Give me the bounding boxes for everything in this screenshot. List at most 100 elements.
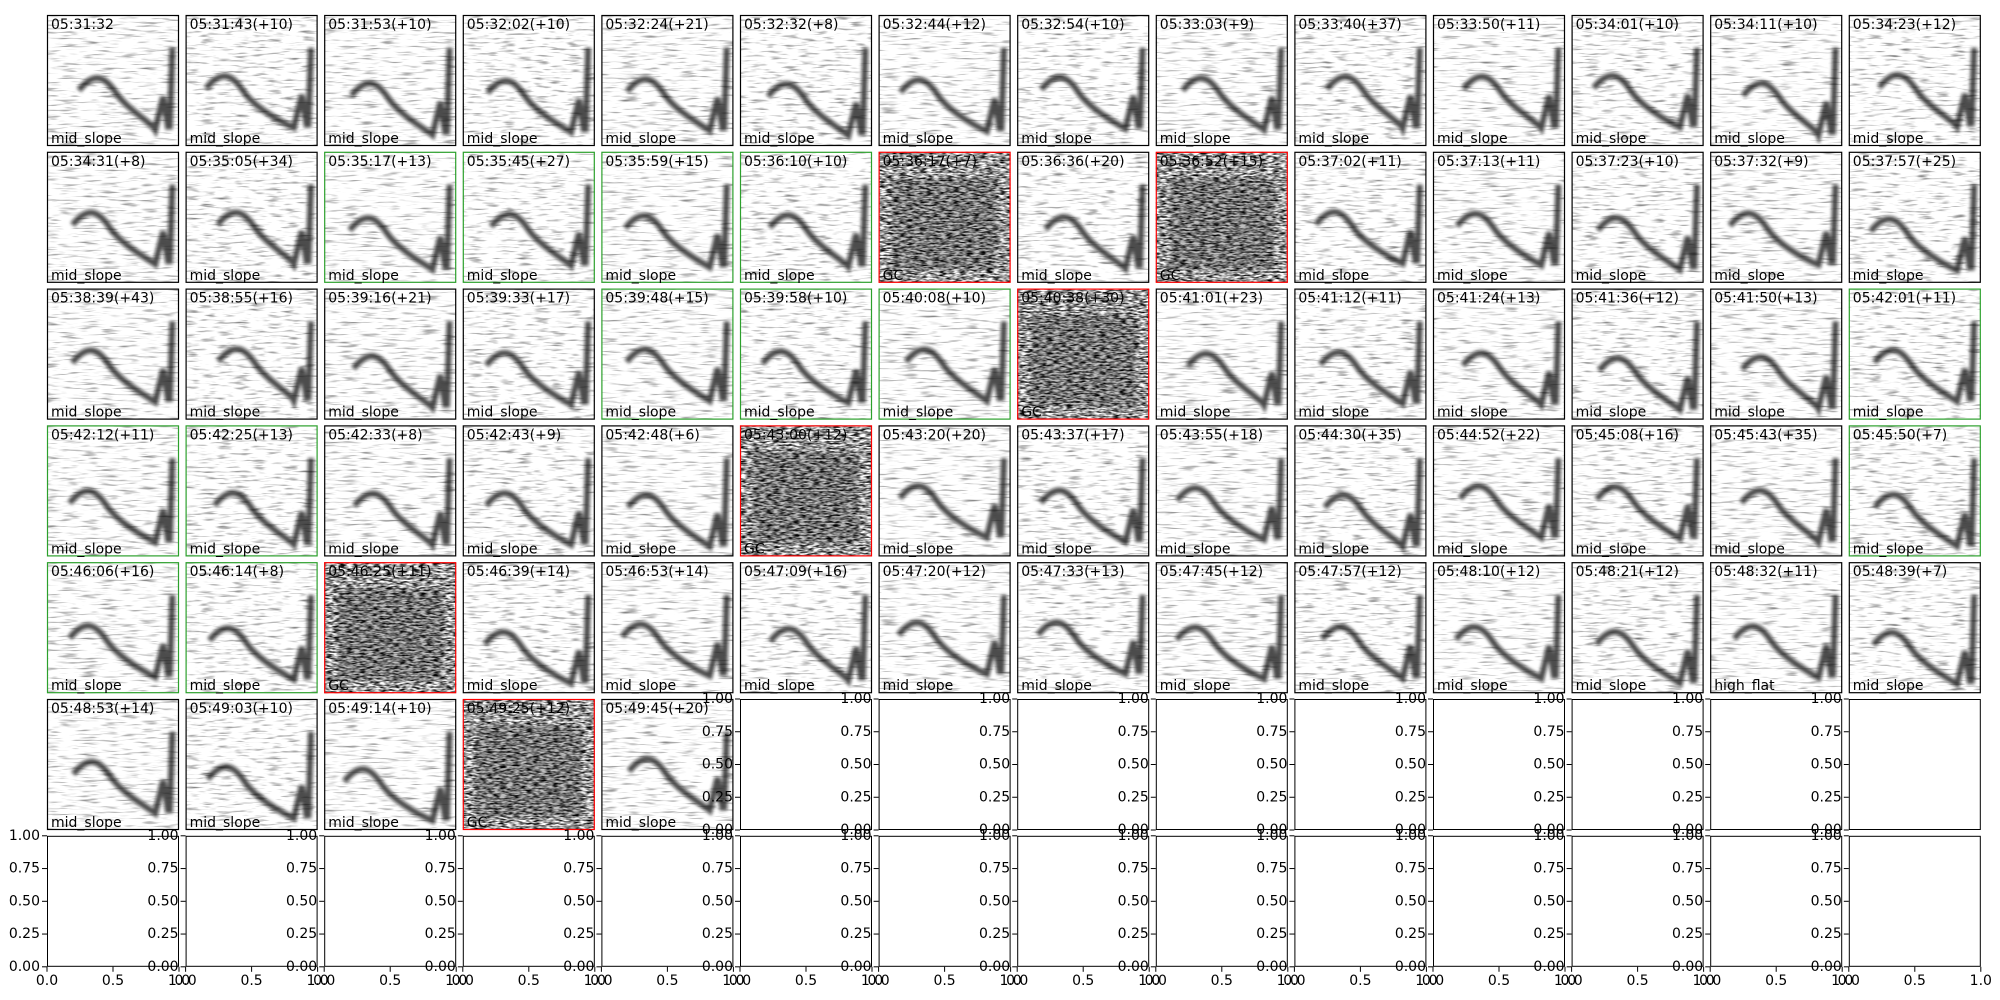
panel-label: mid_slope (1437, 268, 1508, 284)
x-tick-label: 0.0 (1283, 973, 1305, 989)
noise (1155, 15, 1288, 146)
panel-label: mid_slope (1021, 678, 1092, 694)
x-tick-label: 0.5 (656, 973, 678, 989)
panel-label: GC (467, 815, 488, 831)
y-tick-label: 0.50 (1672, 757, 1703, 773)
call-trace (70, 321, 176, 407)
noise (1571, 15, 1704, 146)
y-tick-label: 0.25 (1256, 926, 1287, 942)
spectrogram (185, 15, 318, 146)
call-trace (67, 458, 176, 547)
panel-border (878, 562, 1011, 694)
call-trace (70, 184, 176, 269)
spectrogram-panel: 05:44:52(+22) mid_slope (1432, 425, 1566, 557)
panel-label: mid_slope (328, 815, 399, 831)
panel-time: 05:32:54(+10) (1021, 17, 1124, 33)
spectrogram (462, 562, 595, 694)
spectrogram-panel: 05:48:10(+12) mid_slope (1432, 562, 1566, 694)
spectrogram (601, 699, 734, 830)
spectrogram (1294, 151, 1427, 283)
panel-time: 05:43:20(+20) (883, 427, 986, 443)
spectrogram-panel: 05:37:13(+11) mid_slope (1432, 151, 1566, 284)
y-tick-label: 0.25 (563, 926, 594, 942)
y-tick-label: 1.00 (425, 828, 456, 844)
noise (1433, 151, 1565, 283)
spectrogram (1571, 15, 1704, 146)
y-tick-label: 0.50 (1395, 893, 1426, 909)
spectrogram (601, 425, 734, 557)
spectrogram (47, 425, 179, 557)
panel-time: 05:37:23(+10) (1576, 154, 1679, 170)
spectrogram (1294, 562, 1427, 694)
spectrogram-panel: 05:43:20(+20) mid_slope (878, 425, 1011, 557)
panel-label: mid_slope (1853, 541, 1924, 557)
noise (185, 15, 318, 146)
spectrogram (1433, 15, 1565, 146)
noise (462, 151, 595, 283)
panel-border (462, 151, 595, 283)
panel-time: 05:41:01(+23) (1160, 291, 1263, 307)
panel-time: 05:41:50(+13) (1714, 291, 1817, 307)
panel-time: 05:37:13(+11) (1437, 154, 1540, 170)
spectrogram (1017, 15, 1150, 146)
panel-border (185, 425, 318, 557)
panel-border (462, 698, 595, 831)
panel-time: 05:35:59(+15) (605, 154, 708, 170)
panel-label: mid_slope (1437, 405, 1508, 421)
spectrogram (1155, 425, 1288, 557)
panel-time: 05:35:05(+34) (190, 154, 293, 170)
panel-border (1017, 151, 1150, 283)
spectrogram (740, 288, 872, 420)
panel-label: mid_slope (190, 268, 261, 284)
noise (47, 15, 179, 146)
noise (601, 562, 734, 694)
call-trace (1313, 184, 1423, 268)
panel-time: 05:31:32 (51, 17, 114, 33)
spectrogram (1848, 288, 1981, 420)
panel-border (1571, 425, 1704, 557)
x-tick-label: 0.0 (729, 973, 751, 989)
noise (185, 151, 318, 283)
call-trace (1318, 321, 1423, 409)
panel-time: 05:42:25(+13) (190, 427, 293, 443)
empty-axes: 0.00 0.25 0.50 0.75 1.00 (1811, 691, 1981, 838)
call-trace (216, 321, 314, 410)
spectrogram-panel: 05:41:01(+23) mid_slope (1155, 288, 1288, 421)
call-trace (351, 321, 453, 414)
call-trace (1460, 321, 1562, 411)
x-tick-label: 1.0 (1415, 973, 1437, 989)
panel-border (1848, 151, 1981, 283)
panel-label: mid_slope (51, 541, 122, 557)
spectrogram (1433, 562, 1565, 694)
panel-label: mid_slope (883, 131, 954, 147)
panel-label: GC (1021, 405, 1042, 421)
spectrogram-panel: 05:42:48(+6) mid_slope (601, 425, 734, 557)
noise (1155, 425, 1288, 557)
panel-label: mid_slope (1576, 131, 1647, 147)
spectrogram-panel: 05:48:21(+12) mid_slope (1571, 562, 1704, 694)
spectrogram-panel: 05:32:54(+10) mid_slope (1017, 14, 1150, 147)
spectrogram (740, 15, 872, 146)
axes-frame (462, 835, 595, 967)
y-tick-label: 0.50 (9, 893, 40, 909)
spectrogram (47, 562, 179, 694)
call-trace (212, 458, 314, 551)
spectrogram-panel: 05:33:03(+9) mid_slope (1155, 14, 1288, 147)
panel-label: mid_slope (1853, 678, 1924, 694)
panel-time: 05:37:57(+25) (1853, 154, 1956, 170)
panel-time: 05:48:21(+12) (1576, 564, 1679, 580)
call-trace (903, 321, 1007, 407)
y-tick-label: 1.00 (979, 828, 1010, 844)
y-tick-label: 0.50 (840, 757, 871, 773)
empty-axes: 0.00 0.25 0.50 0.75 1.00 0.0 0.5 1.0 (286, 828, 467, 989)
y-tick-label: 0.25 (1395, 926, 1426, 942)
spectrogram-panel: 05:33:50(+11) mid_slope (1432, 14, 1566, 147)
spectrogram-panel: 05:35:17(+13) mid_slope (324, 151, 457, 284)
y-tick-label: 0.00 (1811, 822, 1842, 838)
axes-frame (185, 835, 318, 967)
panel-border (1710, 288, 1843, 420)
spectrogram (1017, 151, 1150, 283)
panel-time: 05:48:32(+11) (1714, 564, 1817, 580)
panel-time: 05:42:33(+8) (328, 427, 422, 443)
y-tick-label: 0.50 (1672, 893, 1703, 909)
